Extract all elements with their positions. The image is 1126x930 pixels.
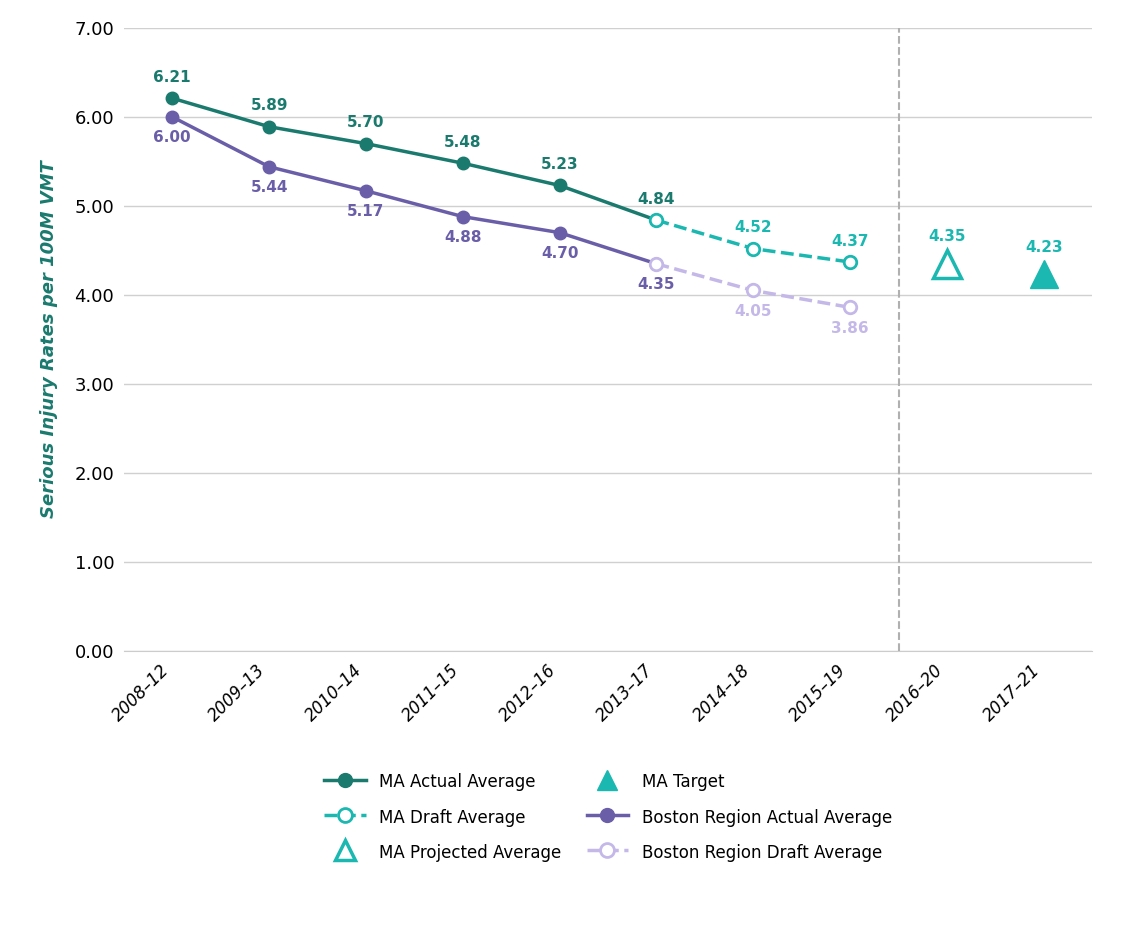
Text: 4.84: 4.84 xyxy=(637,192,676,206)
Text: 4.35: 4.35 xyxy=(928,229,966,245)
Y-axis label: Serious Injury Rates per 100M VMT: Serious Injury Rates per 100M VMT xyxy=(39,161,57,518)
Text: 5.44: 5.44 xyxy=(250,180,288,195)
Text: 3.86: 3.86 xyxy=(831,321,869,336)
Text: 6.00: 6.00 xyxy=(153,130,191,145)
Text: 4.52: 4.52 xyxy=(734,220,772,235)
Text: 4.35: 4.35 xyxy=(637,277,676,292)
Text: 4.70: 4.70 xyxy=(540,246,579,261)
Text: 4.23: 4.23 xyxy=(1025,240,1063,255)
Text: 5.17: 5.17 xyxy=(347,205,385,219)
Text: 4.05: 4.05 xyxy=(734,304,772,319)
Text: 6.21: 6.21 xyxy=(153,70,191,85)
Legend: MA Actual Average, MA Draft Average, MA Projected Average, MA Target, Boston Reg: MA Actual Average, MA Draft Average, MA … xyxy=(307,755,909,880)
Text: 5.70: 5.70 xyxy=(347,115,385,130)
Text: 5.89: 5.89 xyxy=(250,99,288,113)
Text: 4.37: 4.37 xyxy=(831,233,869,248)
Text: 5.48: 5.48 xyxy=(444,135,482,150)
Text: 5.23: 5.23 xyxy=(540,157,579,172)
Text: 4.88: 4.88 xyxy=(444,230,482,245)
